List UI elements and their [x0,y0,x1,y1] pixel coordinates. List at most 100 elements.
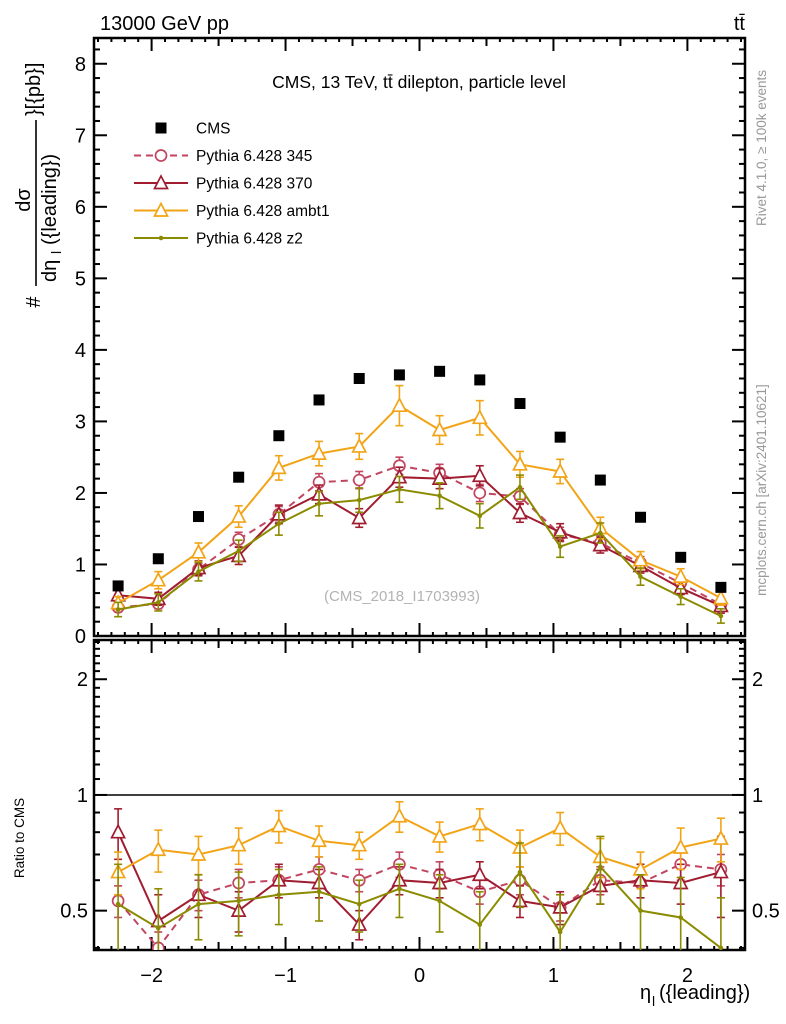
data-point-triangle [150,571,167,587]
data-point-square [393,369,405,381]
data-point-triangle [471,865,488,882]
data-point-dot [517,484,523,490]
data-point-dot [718,613,724,619]
ratio-tick-label-right: 1 [752,785,763,807]
series-line [117,485,722,617]
x-axis-title-main: η [640,982,651,1004]
data-point-triangle [270,459,287,475]
ratio-axis-title: Ratio to CMS [12,798,27,878]
data-point-dot [477,513,483,519]
data-point-triangle [431,421,448,437]
x-tick-label: −2 [140,965,163,987]
data-point-dot [236,548,241,554]
data-point-circle [473,486,487,500]
beam-energy-label: 13000 GeV pp [100,13,229,35]
series-line [117,865,722,949]
y-axis-title-denominator: dη [39,260,61,282]
series-ambt1-main [110,384,729,611]
series-p370-ratio [110,808,729,950]
y-tick-label: 4 [75,340,86,362]
data-point-square [434,365,446,377]
chart-layer: −2 −1 0 1 2 0 1 2 3 4 5 6 7 8 0.5 0.5 1 1 2 2 CMS Pythia 6.42… [60,36,780,987]
data-point-triangle [391,396,408,413]
panel-title: CMS, 13 TeV, tt̄ dilepton, particle leve… [272,72,566,92]
data-point-triangle [431,827,448,843]
x-axis-title: η l ({leading}) [640,982,750,1009]
data-point-triangle [311,831,327,848]
data-point-triangle [190,845,207,861]
data-point-triangle [311,444,327,460]
process-label: tt̄ [734,13,746,35]
ratio-tick-label-left: 0.5 [60,901,88,923]
data-point-dot [517,869,523,875]
data-point-square [554,431,566,443]
data-point-dot [158,235,164,241]
legend-label: Pythia 6.428 z2 [196,231,303,248]
data-point-triangle [230,836,247,852]
analysis-id-watermark: (CMS_2018_I1703993) [324,588,480,605]
data-point-dot [316,889,322,895]
data-point-dot [397,487,402,492]
data-point-dot [196,569,201,574]
data-point-triangle [552,819,569,835]
series-line [117,831,722,927]
data-point-triangle [351,836,368,852]
data-point-square [112,580,124,592]
data-point-triangle [512,455,528,471]
main-panel-data [110,365,729,624]
y-tick-label: 2 [75,483,86,505]
data-point-square [233,471,245,483]
data-point-triangle [672,838,689,854]
data-point-dot [276,521,282,526]
y-tick-label: 5 [75,268,86,290]
data-point-dot [356,901,362,907]
data-point-dot [598,530,603,536]
data-point-square [152,553,164,565]
data-point-square [675,551,687,563]
data-point-triangle [351,509,368,525]
data-point-dot [356,497,362,503]
data-point-triangle [471,815,488,831]
ratio-tick-label-left: 1 [77,785,88,807]
y-axis-title-denominator-sub: l [48,251,64,254]
data-point-square [192,511,204,523]
data-point-dot [557,544,563,549]
y-tick-label: 8 [75,54,86,76]
data-point-triangle [471,408,488,425]
data-point-triangle [632,551,649,567]
series-ambt1-ratio [110,800,729,896]
data-point-triangle [270,817,287,833]
y-tick-label: 6 [75,197,86,219]
ratio-tick-label-right: 2 [752,669,763,691]
data-point-square [353,372,365,384]
data-point-square [635,511,647,523]
data-point-triangle [351,437,368,453]
data-point-circle [352,473,366,487]
data-point-triangle [230,507,247,523]
data-point-dot [437,898,442,904]
x-axis-title-rest: ({leading}) [659,982,750,1004]
data-point-dot [236,898,241,904]
data-point-dot [638,908,643,913]
data-point-dot [115,901,121,907]
data-point-triangle [712,589,729,605]
data-point-square [715,581,727,593]
x-tick-label: −1 [274,965,297,987]
data-point-triangle [512,504,528,520]
series-cms-main [112,365,727,593]
series-z2-ratio [114,835,725,950]
series-z2-main [114,474,725,624]
legend: CMS Pythia 6.428 345 Pythia 6.428 370 Pythi… [134,121,330,248]
data-point-triangle [391,807,408,823]
data-point-dot [196,901,201,907]
y-tick-label: 7 [75,125,86,147]
ratio-panel-data [110,800,729,950]
data-point-dot [155,925,161,931]
data-point-square [474,374,486,386]
y-tick-label: 3 [75,411,86,433]
data-point-dot [397,886,402,892]
legend-label: Pythia 6.428 345 [196,148,312,165]
series-line [118,464,722,609]
data-point-circle [154,149,168,162]
